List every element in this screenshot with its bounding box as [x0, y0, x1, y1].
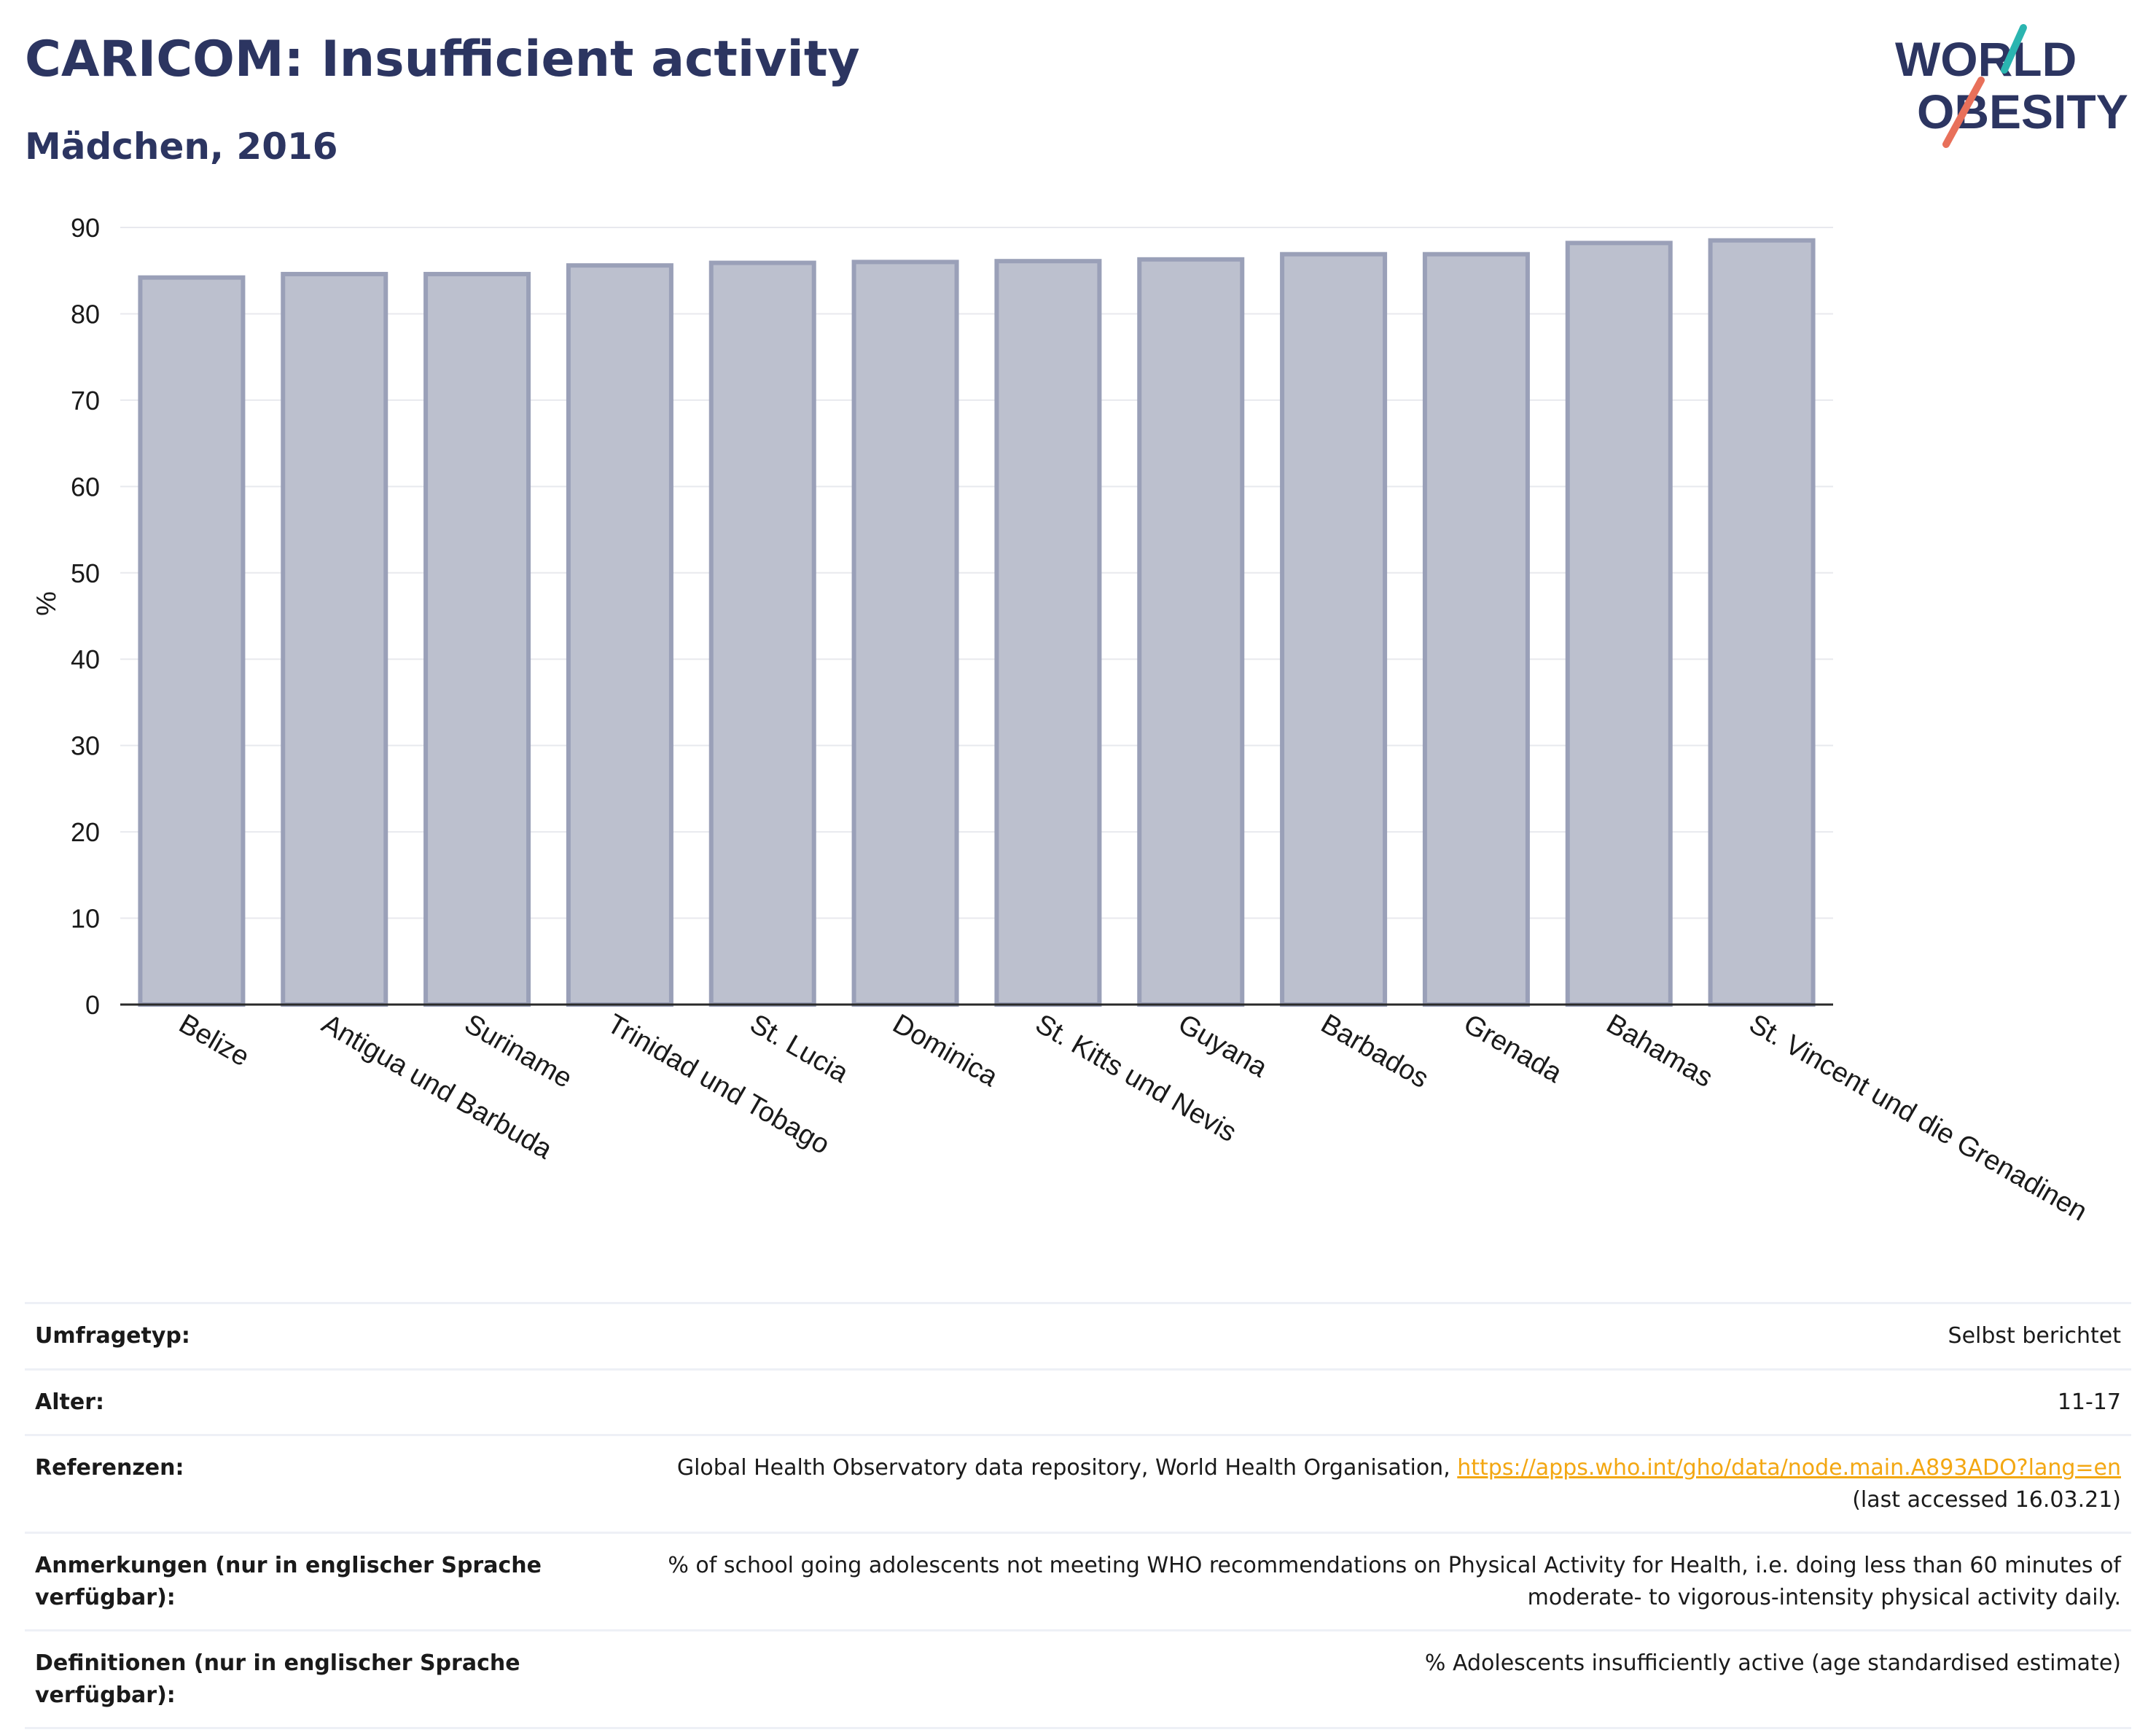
info-row: Definitionen (nur in englischer Sprache …	[25, 1629, 2131, 1729]
info-row-value-text: Selbst berichtet	[1948, 1323, 2121, 1349]
bar	[1422, 252, 1530, 1007]
x-tick-label: St. Lucia	[745, 1008, 854, 1089]
y-tick-label: 30	[71, 731, 100, 761]
bar	[1565, 241, 1673, 1007]
info-row: Referenzen: Global Health Observatory dat…	[25, 1434, 2131, 1534]
bar	[1137, 257, 1245, 1007]
logo-slash-coral	[1942, 77, 1985, 148]
x-tick-label: St. Vincent und die Grenadinen	[1744, 1008, 2093, 1227]
logo-slash-teal	[2001, 24, 2027, 74]
logo-line-1: WORLD	[1895, 32, 2077, 86]
x-tick-label: Barbados	[1316, 1008, 1434, 1094]
info-row-label: Referenzen:	[25, 1434, 555, 1534]
last-accessed-note: (last accessed 16.03.21)	[1852, 1486, 2121, 1513]
chart-subtitle: Mädchen, 2016	[25, 125, 338, 168]
info-row-value: Selbst berichtet	[555, 1302, 2131, 1371]
info-row: Umfragetyp: Selbst berichtet	[25, 1302, 2131, 1371]
reference-link[interactable]: https://apps.who.int/gho/data/node.main.…	[1457, 1455, 2121, 1481]
x-tick-label: Belize	[173, 1008, 254, 1072]
x-tick-label: Suriname	[459, 1008, 577, 1094]
y-tick-label: 50	[71, 558, 100, 588]
x-tick-label: Guyana	[1173, 1008, 1273, 1083]
y-axis-label: %	[31, 591, 62, 616]
bar	[1708, 238, 1816, 1007]
y-tick-label: 90	[71, 213, 100, 243]
bar	[138, 275, 246, 1007]
info-row-label: Umfragetyp:	[25, 1302, 555, 1371]
info-row-value-text: Global Health Observatory data repositor…	[676, 1455, 1458, 1481]
chart-title: CARICOM: Insufficient activity	[25, 31, 860, 88]
x-tick-label: Dominica	[888, 1008, 1004, 1093]
info-row-value: % of school going adolescents not meetin…	[555, 1532, 2131, 1631]
bar	[851, 260, 959, 1007]
bars-layer	[138, 238, 1816, 1007]
info-row-label: Definitionen (nur in englischer Sprache …	[25, 1629, 555, 1729]
bar	[1280, 252, 1388, 1007]
info-row-value-text: 11-17	[2057, 1389, 2121, 1415]
info-row-value: Global Health Observatory data repositor…	[555, 1434, 2131, 1534]
info-row-value: 11-17	[555, 1368, 2131, 1436]
info-row: Anmerkungen (nur in englischer Sprache v…	[25, 1532, 2131, 1631]
info-row-value: % Adolescents insufficiently active (age…	[555, 1629, 2131, 1729]
y-tick-label: 60	[71, 472, 100, 502]
bar	[708, 260, 816, 1007]
x-tick-label: Bahamas	[1601, 1008, 1718, 1093]
y-tick-label: 10	[71, 904, 100, 934]
y-tick-label: 20	[71, 817, 100, 847]
x-tick-label: Antigua und Barbuda	[316, 1008, 558, 1165]
info-row-label: Anmerkungen (nur in englischer Sprache v…	[25, 1532, 555, 1631]
bar	[566, 263, 673, 1007]
y-tick-label: 40	[71, 644, 100, 674]
y-tick-label: 80	[71, 299, 100, 329]
info-row-value-text: % Adolescents insufficiently active (age…	[1424, 1650, 2121, 1676]
info-table: Umfragetyp: Selbst berichtet Alter: 11-17 Re…	[25, 1302, 2131, 1729]
info-row-label: Alter:	[25, 1368, 555, 1436]
info-table-body: Umfragetyp: Selbst berichtet Alter: 11-17 Re…	[25, 1302, 2131, 1729]
bar	[423, 271, 531, 1007]
info-row: Alter: 11-17	[25, 1368, 2131, 1436]
x-tick-label: Grenada	[1458, 1008, 1568, 1089]
bar-chart: 0 10 20 30 40 50 60 70 80 90 Belize Antigua und Bar…	[31, 213, 2093, 1228]
y-tick-label: 70	[71, 386, 100, 416]
y-tick-label: 0	[85, 990, 100, 1020]
grid-layer	[120, 227, 1833, 919]
bar	[281, 271, 388, 1007]
info-row-value-text: % of school going adolescents not meetin…	[668, 1553, 2121, 1610]
world-obesity-logo: WORLD OBESITY	[1895, 24, 2128, 148]
bar	[994, 259, 1102, 1007]
